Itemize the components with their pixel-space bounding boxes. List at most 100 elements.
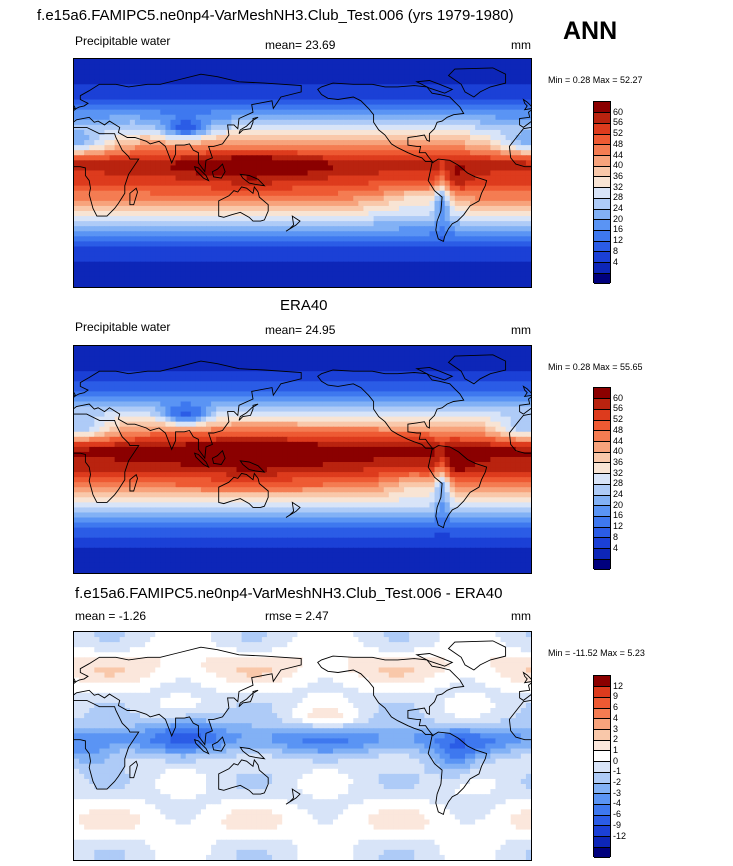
field-cell bbox=[175, 371, 182, 377]
field-cell bbox=[393, 246, 400, 253]
field-cell bbox=[287, 346, 293, 352]
field-cell bbox=[241, 99, 248, 106]
field-cell bbox=[368, 64, 375, 70]
field-cell bbox=[332, 221, 339, 227]
field-cell bbox=[160, 145, 166, 151]
field-cell bbox=[525, 89, 531, 96]
field-cell bbox=[89, 231, 95, 237]
field-cell bbox=[190, 261, 197, 268]
field-cell bbox=[150, 205, 156, 212]
field-cell bbox=[383, 64, 390, 70]
field-cell bbox=[454, 69, 461, 75]
field-cell bbox=[119, 185, 126, 192]
field-cell bbox=[317, 129, 324, 136]
field-cell bbox=[327, 276, 334, 283]
field-cell bbox=[485, 175, 491, 182]
field-cell bbox=[256, 386, 263, 392]
field-cell bbox=[424, 246, 431, 253]
field-cell bbox=[312, 74, 319, 80]
field-cell bbox=[79, 64, 85, 70]
field-cell bbox=[94, 366, 100, 372]
field-cell bbox=[343, 221, 349, 227]
field-cell bbox=[338, 140, 344, 146]
field-cell bbox=[393, 135, 400, 141]
field-cell bbox=[134, 165, 141, 172]
field-cell bbox=[393, 175, 400, 182]
field-cell bbox=[470, 361, 476, 367]
field-cell bbox=[180, 200, 187, 207]
field-cell bbox=[475, 109, 481, 116]
field-cell bbox=[109, 160, 116, 166]
field-cell bbox=[464, 246, 471, 253]
field-cell bbox=[490, 236, 497, 242]
field-cell bbox=[520, 140, 527, 146]
field-cell bbox=[266, 185, 273, 192]
field-cell bbox=[206, 155, 212, 161]
field-cell bbox=[490, 64, 497, 70]
field-cell bbox=[155, 79, 161, 85]
field-cell bbox=[485, 135, 491, 141]
field-cell bbox=[470, 246, 476, 253]
field-cell bbox=[216, 69, 222, 75]
field-cell bbox=[236, 391, 243, 398]
field-cell bbox=[190, 119, 197, 126]
field-cell bbox=[129, 89, 136, 96]
field-cell bbox=[332, 104, 339, 111]
field-cell bbox=[282, 104, 288, 111]
field-cell bbox=[510, 119, 517, 126]
field-cell bbox=[515, 155, 522, 161]
field-cell bbox=[398, 160, 405, 166]
field-cell bbox=[480, 211, 486, 217]
field-cell bbox=[89, 351, 95, 357]
field-cell bbox=[424, 386, 431, 392]
field-cell bbox=[312, 104, 319, 111]
field-cell bbox=[170, 150, 177, 156]
field-cell bbox=[510, 89, 517, 96]
field-cell bbox=[398, 74, 405, 80]
field-cell bbox=[200, 155, 207, 161]
field-cell bbox=[363, 69, 370, 75]
field-cell bbox=[393, 145, 400, 151]
field-cell bbox=[89, 180, 95, 187]
field-cell bbox=[307, 381, 314, 387]
field-cell bbox=[140, 59, 146, 65]
field-cell bbox=[190, 140, 197, 146]
field-cell bbox=[231, 155, 238, 161]
field-cell bbox=[368, 129, 375, 136]
field-cell bbox=[485, 150, 491, 156]
field-cell bbox=[307, 129, 314, 136]
field-cell bbox=[383, 256, 390, 263]
field-cell bbox=[251, 145, 258, 151]
field-cell bbox=[424, 195, 431, 202]
field-cell bbox=[185, 200, 192, 207]
field-cell bbox=[398, 346, 405, 352]
field-cell bbox=[409, 251, 415, 258]
field-cell bbox=[190, 376, 197, 382]
field-cell bbox=[510, 94, 517, 101]
field-cell bbox=[272, 99, 278, 106]
field-cell bbox=[363, 366, 370, 372]
field-cell bbox=[74, 69, 80, 75]
field-cell bbox=[327, 84, 334, 90]
field-cell bbox=[358, 226, 365, 232]
field-cell bbox=[520, 251, 527, 258]
field-cell bbox=[292, 165, 299, 172]
field-cell bbox=[500, 366, 507, 372]
field-cell bbox=[292, 356, 299, 362]
field-cell bbox=[241, 145, 248, 151]
field-cell bbox=[307, 175, 314, 182]
field-cell bbox=[490, 109, 497, 116]
field-cell bbox=[404, 386, 410, 392]
field-cell bbox=[404, 89, 410, 96]
field-cell bbox=[266, 391, 273, 398]
field-cell bbox=[393, 155, 400, 161]
field-cell bbox=[256, 64, 263, 70]
field-cell bbox=[277, 190, 283, 197]
field-cell bbox=[160, 205, 166, 212]
field-cell bbox=[292, 190, 299, 197]
field-cell bbox=[200, 356, 207, 362]
field-cell bbox=[449, 160, 456, 166]
field-cell bbox=[505, 185, 512, 192]
field-cell bbox=[94, 195, 100, 202]
field-cell bbox=[459, 256, 466, 263]
